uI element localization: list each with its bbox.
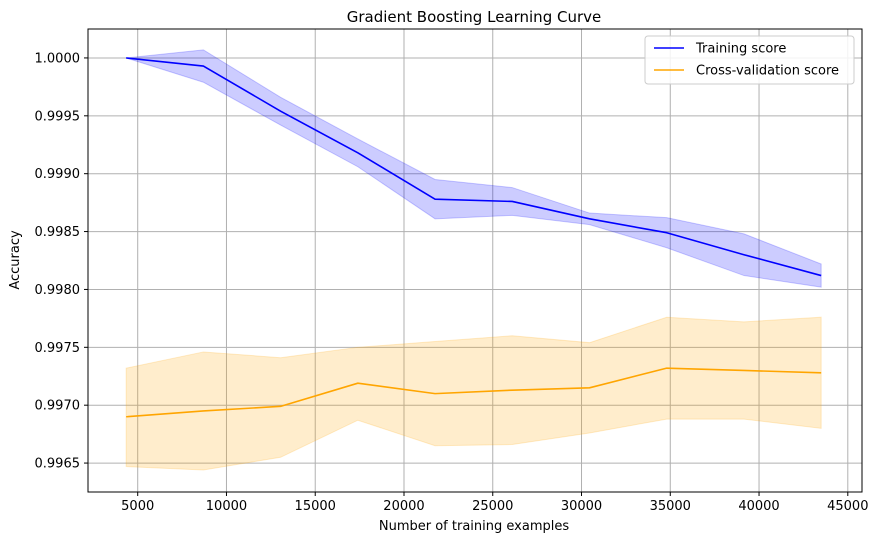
y-axis: 0.9965 0.9970 0.9975 0.9980 0.9985 0.9990 0.99… bbox=[35, 51, 88, 472]
y-tick-label: 0.9980 bbox=[35, 283, 81, 298]
y-axis-label: Accuracy bbox=[8, 230, 23, 290]
band-cross-validation bbox=[125, 316, 822, 471]
chart-title: Gradient Boosting Learning Curve bbox=[347, 8, 602, 26]
y-tick-label: 0.9970 bbox=[35, 399, 81, 414]
y-tick-label: 0.9995 bbox=[35, 109, 81, 124]
legend: Training score Cross-validation score bbox=[644, 35, 855, 85]
grid bbox=[88, 29, 862, 492]
x-tick-label: 35000 bbox=[650, 499, 691, 514]
plot-frame bbox=[87, 28, 863, 493]
x-tick-label: 30000 bbox=[561, 499, 602, 514]
y-tick-label: 1.0000 bbox=[35, 51, 81, 66]
legend-label: Training score bbox=[695, 42, 786, 57]
x-axis: 5000 10000 15000 20000 25000 30000 35000 40000 4… bbox=[121, 492, 868, 514]
legend-box bbox=[644, 35, 855, 85]
x-tick-label: 5000 bbox=[121, 499, 154, 514]
y-tick-label: 0.9965 bbox=[35, 457, 81, 472]
x-tick-label: 15000 bbox=[295, 499, 336, 514]
x-axis-label: Number of training examples bbox=[379, 519, 569, 534]
x-tick-label: 45000 bbox=[827, 499, 868, 514]
x-tick-label: 20000 bbox=[383, 499, 424, 514]
x-tick-label: 40000 bbox=[738, 499, 779, 514]
x-tick-label: 25000 bbox=[472, 499, 513, 514]
line-cross-validation bbox=[126, 367, 822, 418]
legend-label: Cross-validation score bbox=[696, 64, 839, 79]
y-tick-label: 0.9975 bbox=[35, 341, 81, 356]
x-tick-label: 10000 bbox=[206, 499, 247, 514]
y-tick-label: 0.9990 bbox=[35, 167, 81, 182]
line-training bbox=[126, 57, 822, 277]
series-lines bbox=[126, 57, 822, 418]
y-tick-label: 0.9985 bbox=[35, 225, 81, 240]
